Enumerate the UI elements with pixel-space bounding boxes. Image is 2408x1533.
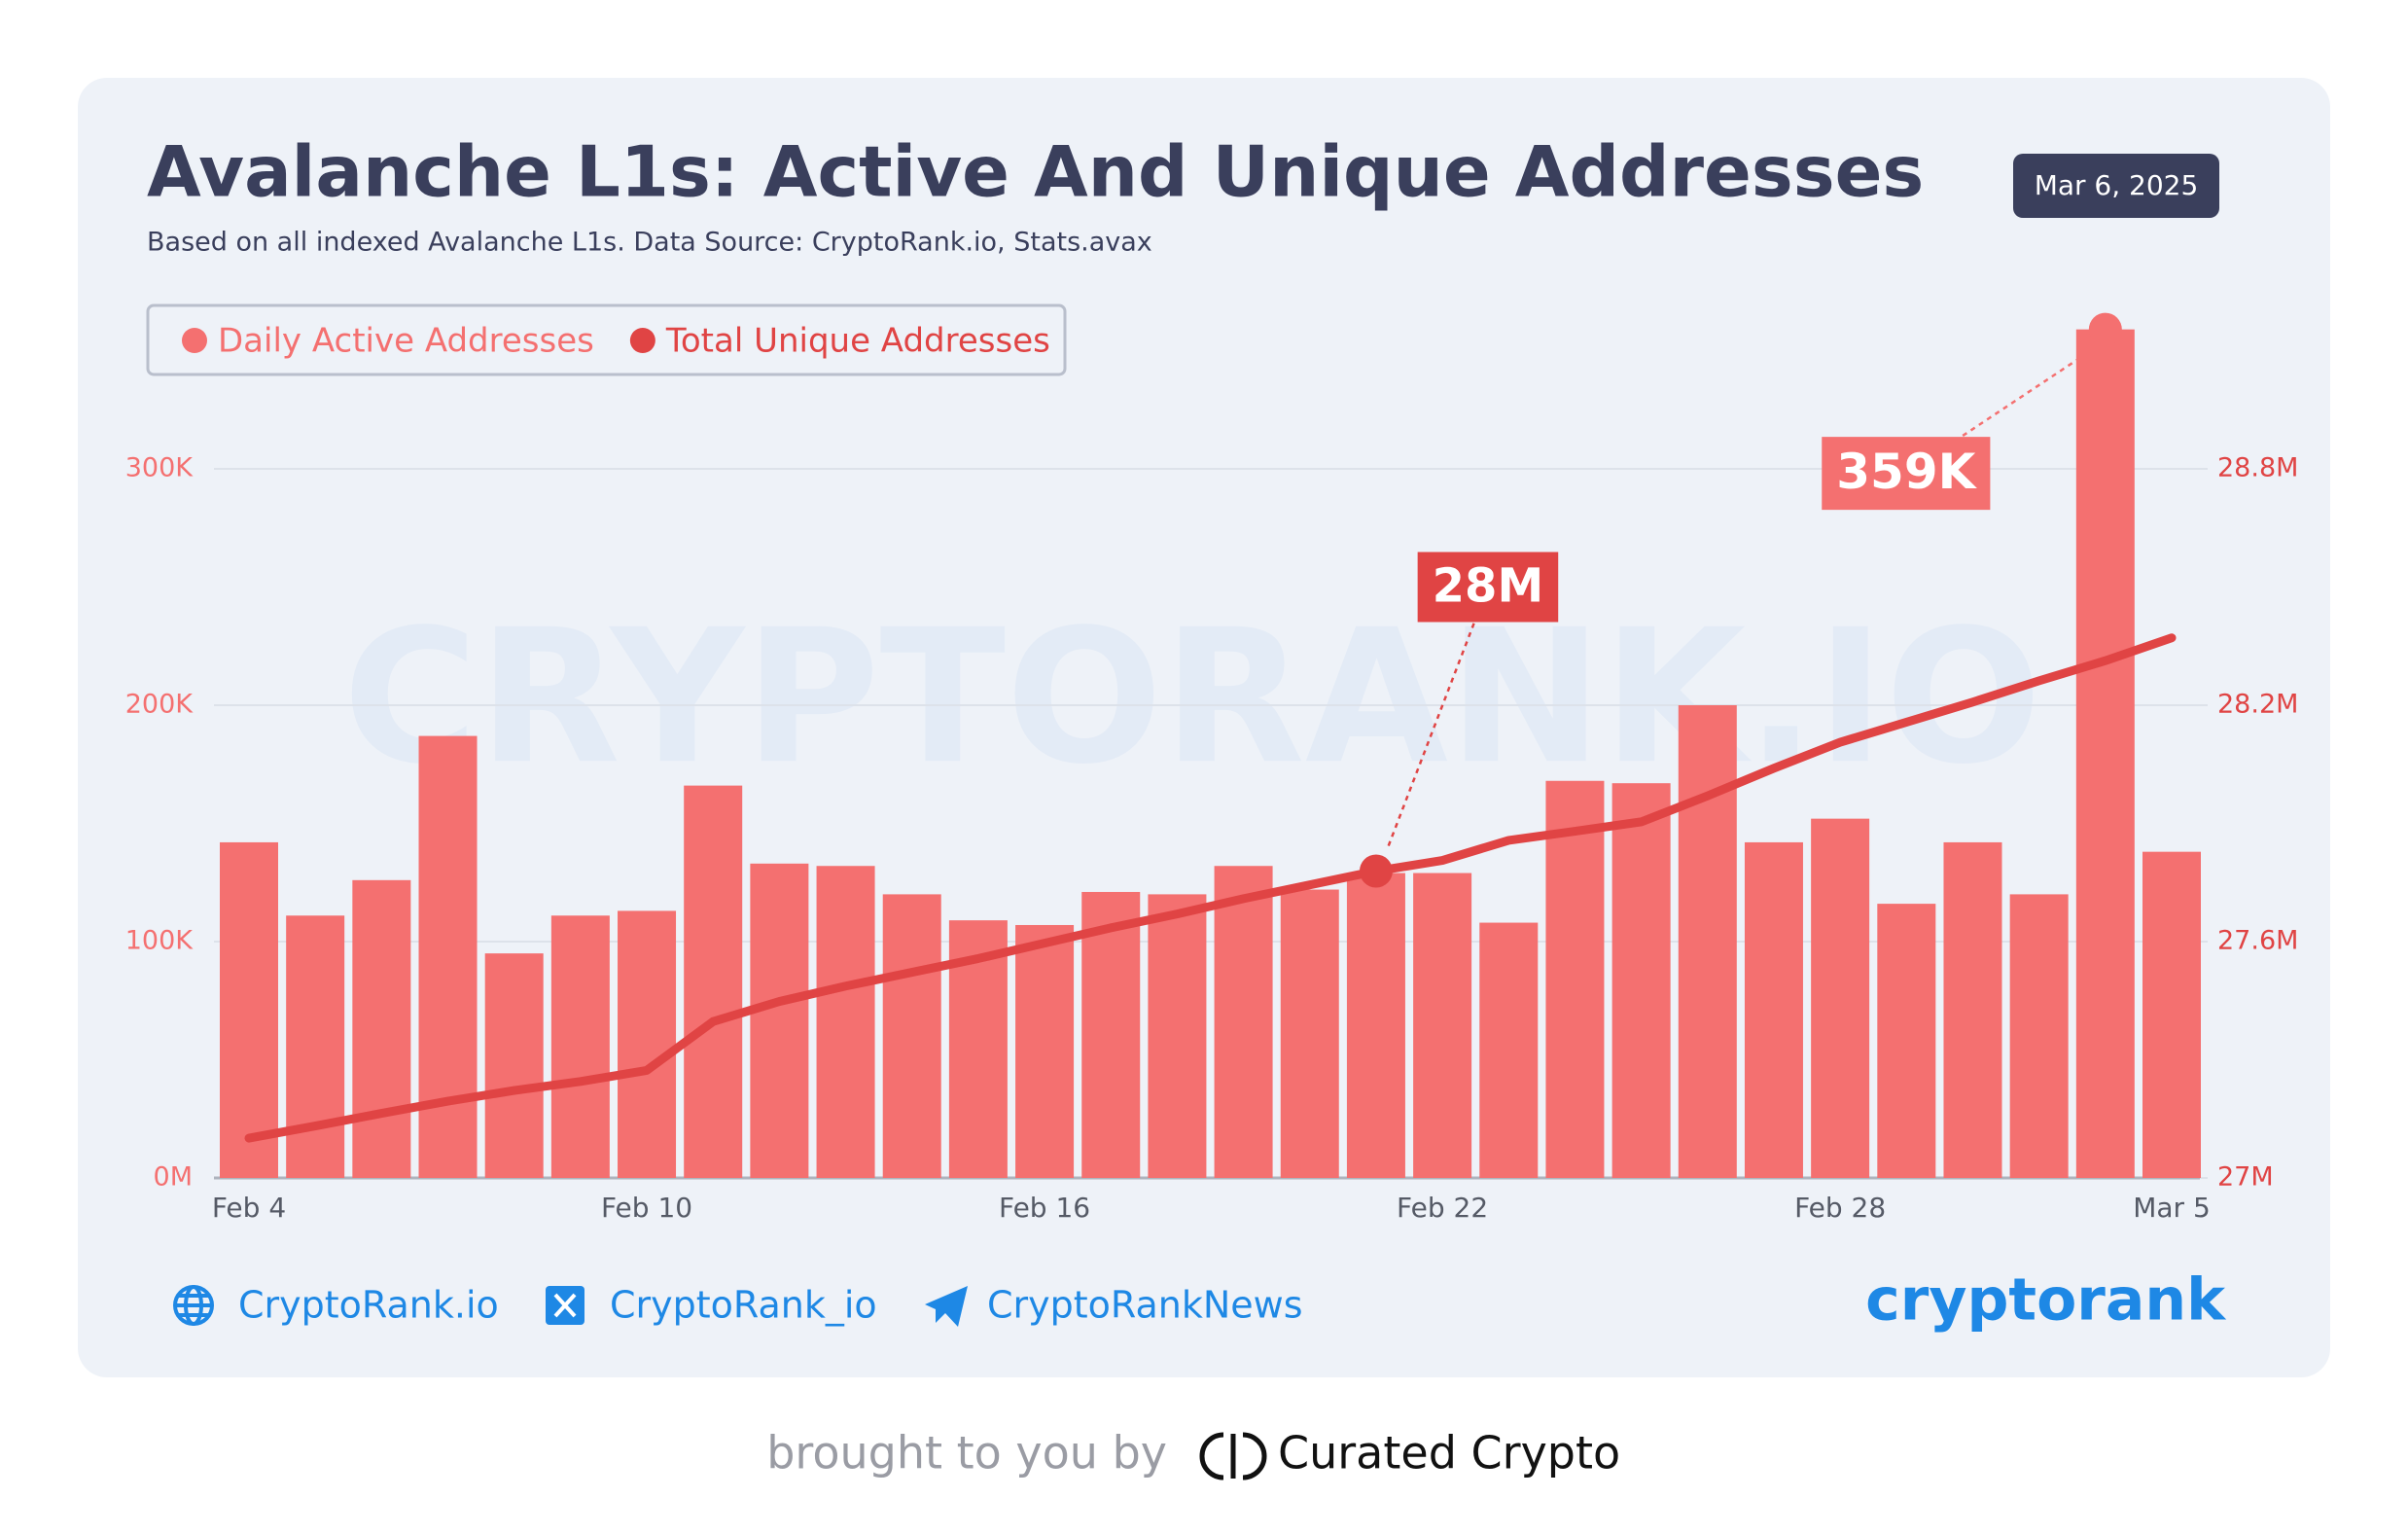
legend-label: Total Unique Addresses [665,322,1050,361]
bar [1943,841,2002,1178]
bar [352,879,411,1178]
bar [1015,924,1075,1178]
bar [1877,904,1936,1178]
y-tick-label: 300K [125,453,195,483]
plot: 0M 100K 200K 300K 27M 27.6M 28.2M 28.8M Feb 4 Feb… [125,312,2298,1224]
x-tick-label: Feb 10 [601,1192,692,1224]
bar [220,841,278,1178]
line [244,633,2177,1143]
bar [1346,873,1405,1178]
x-tick-label: Feb 16 [999,1192,1090,1224]
bar [882,894,941,1178]
website-link[interactable]: CryptoRank.io [238,1284,499,1327]
y-tick-label: 100K [125,926,195,956]
data-label: 359K [1836,444,1977,500]
legend-label: Daily Active Addresses [218,322,594,361]
y2-tick-label: 27M [2217,1162,2274,1193]
curated-logo [1199,1432,1267,1480]
bar [2142,851,2201,1178]
legend-box [146,303,1067,376]
bar [1081,891,1141,1178]
x-tick-label: Feb 4 [212,1192,286,1224]
bar [1148,894,1207,1178]
bar [1744,841,1803,1178]
y2-tick-label: 28.2M [2217,690,2298,720]
highlight-dot [1359,854,1393,888]
bar [484,953,544,1178]
chart-subtitle: Based on all indexed Avalanche L1s. Data… [147,228,1152,258]
bar [550,915,610,1178]
x-link[interactable]: CryptoRank_io [610,1284,877,1327]
bar [2075,329,2135,1178]
annotation-leader [1386,587,1490,848]
bar [286,915,345,1178]
bar [1545,780,1605,1178]
y-tick-label: 0M [154,1162,193,1193]
bar [816,866,875,1178]
watermark: CRYPTORANK.IO [342,589,2041,804]
y2-tick-label: 28.8M [2217,453,2298,483]
data-label: 28M [1433,559,1544,614]
telegram-icon [925,1286,968,1327]
legend-marker [629,328,655,353]
x-icon [546,1286,584,1325]
bar [1678,705,1737,1178]
bar [2009,894,2069,1178]
data-label-box [1822,437,1991,511]
chart-title: Avalanche L1s: Active And Unique Address… [147,131,1924,213]
date-badge [2013,154,2219,218]
x-tick-label: Mar 5 [2133,1192,2211,1224]
bar [1214,866,1273,1178]
bar [1611,783,1671,1178]
y2-tick-label: 27.6M [2217,926,2298,956]
credit-text: brought to you by [766,1427,1167,1480]
bar [1811,818,1870,1178]
bar [1479,922,1539,1178]
telegram-link[interactable]: CryptoRankNews [987,1284,1303,1327]
date-label: Mar 6, 2025 [2035,169,2199,201]
bar [1413,873,1472,1178]
x-tick-label: Feb 22 [1397,1192,1488,1224]
y-tick-label: 200K [125,690,195,720]
footer-links: CryptoRank.io CryptoRank_io CryptoRankNe… [173,1266,2227,1335]
bar [618,910,677,1178]
data-label-box [1417,552,1559,623]
annotation-leader [1905,347,2095,475]
x-tick-label: Feb 28 [1794,1192,1886,1224]
legend-marker [182,328,207,353]
bar [750,863,809,1178]
credit-brand: Curated Crypto [1278,1427,1620,1480]
bar [418,735,478,1178]
bar [684,785,743,1178]
highlight-dot [2088,312,2122,346]
bar [1280,889,1339,1178]
brand-logo: cryptorank [1865,1266,2227,1335]
globe-icon [173,1285,214,1326]
